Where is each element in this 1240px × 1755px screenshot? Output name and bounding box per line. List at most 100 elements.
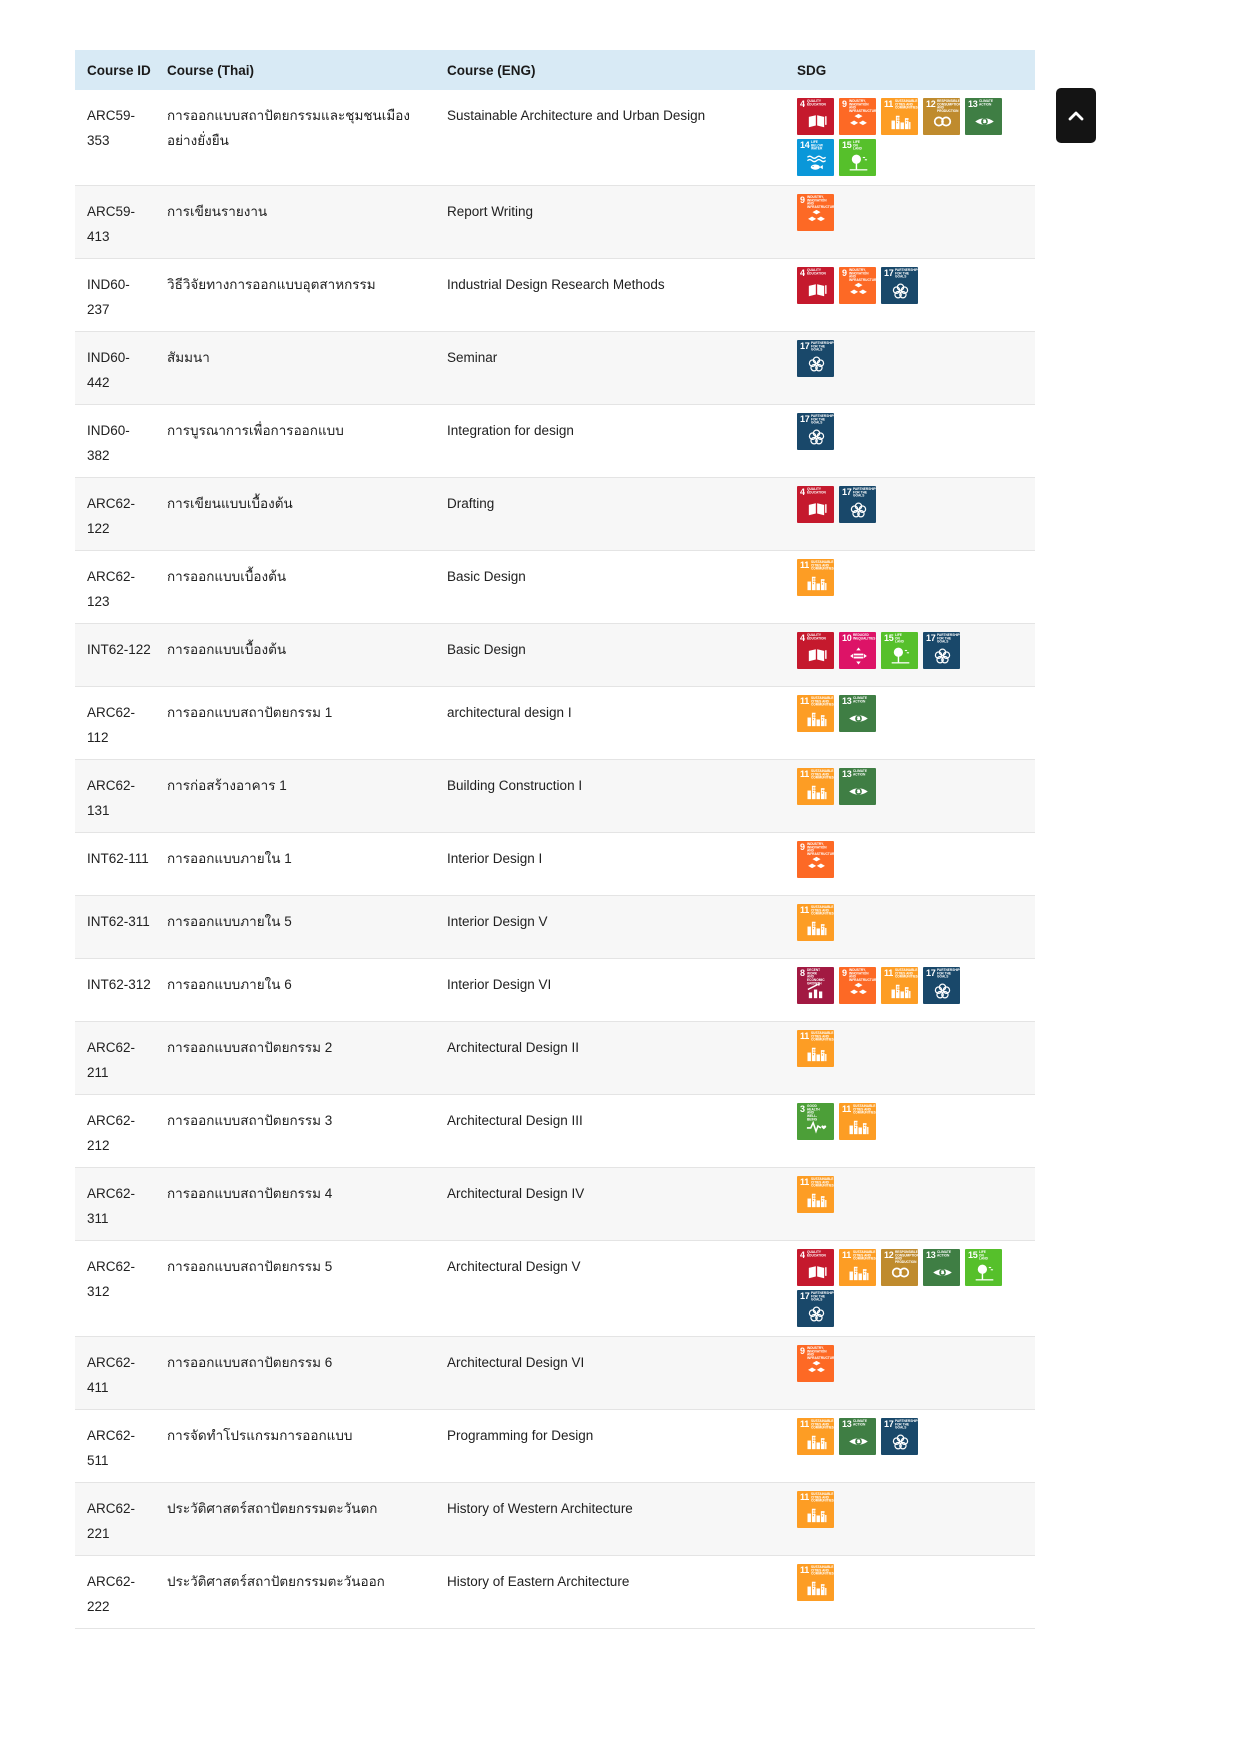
sdg-badge-header: 12 RESPONSIBLE CONSUMPTION AND PRODUCTION <box>926 100 960 114</box>
course-eng-cell: Report Writing <box>447 204 534 219</box>
course-id-cell: ARC62-131 <box>87 778 136 818</box>
sdg-11-badge: 11 SUSTAINABLE CITIES AND COMMUNITIES <box>839 1103 876 1140</box>
sdg-4-badge: 4 QUALITY EDUCATION <box>797 1249 834 1286</box>
sdg-number: 12 <box>884 1250 894 1260</box>
sdg-title: LIFE ON LAND <box>979 1250 989 1261</box>
sdg-badge-header: 9 INDUSTRY, INNOVATION AND INFRASTRUCTURE <box>800 843 834 857</box>
sdg-title: QUALITY EDUCATION <box>806 99 826 107</box>
table-row: ARC62-411 การออกแบบสถาปัตยกรรม 6 Architect… <box>75 1337 1035 1410</box>
open-book-icon <box>808 1266 827 1279</box>
table-row: IND60-442 สัมมนา Seminar 17 PARTNERSHIPS FOR… <box>75 332 1035 405</box>
sdg-badge-header: 11 SUSTAINABLE CITIES AND COMMUNITIES <box>800 770 834 780</box>
sdg-number: 4 <box>800 1250 805 1260</box>
course-thai-cell: ประวัติศาสตร์สถาปัตยกรรมตะวันออก <box>167 1574 385 1589</box>
sdg-11-badge: 11 SUSTAINABLE CITIES AND COMMUNITIES <box>797 1418 834 1455</box>
sdg-badge-header: 13 CLIMATE ACTION <box>842 770 874 779</box>
table-row: ARC62-211 การออกแบบสถาปัตยกรรม 2 Architect… <box>75 1022 1035 1095</box>
sdg-number: 11 <box>842 1250 851 1260</box>
sdg-title: GOOD HEALTH AND WELL-BEING <box>806 1104 820 1122</box>
city-buildings-icon <box>806 1047 826 1062</box>
sdg-13-badge: 13 CLIMATE ACTION <box>839 1418 876 1455</box>
sdg-badge-header: 9 INDUSTRY, INNOVATION AND INFRASTRUCTURE <box>800 196 834 210</box>
course-thai-cell: การเขียนแบบเบื้องต้น <box>167 496 293 511</box>
course-thai-cell: การออกแบบสถาปัตยกรรม 4 <box>167 1186 333 1201</box>
course-id-cell: IND60-237 <box>87 277 130 317</box>
sdg-title: RESPONSIBLE CONSUMPTION AND PRODUCTION <box>895 1250 918 1265</box>
infinity-icon <box>891 1267 909 1278</box>
interlocking-rings-icon <box>808 429 824 445</box>
course-id-cell: ARC62-511 <box>87 1428 136 1468</box>
sdg-badge-header: 3 GOOD HEALTH AND WELL-BEING <box>800 1105 832 1122</box>
sdg-title: CLIMATE ACTION <box>853 1419 868 1427</box>
city-buildings-icon <box>848 1120 868 1135</box>
sdg-11-badge: 11 SUSTAINABLE CITIES AND COMMUNITIES <box>881 967 918 1004</box>
table-row: ARC62-221 ประวัติศาสตร์สถาปัตยกรรมตะวันตก… <box>75 1483 1035 1556</box>
sdg-number: 15 <box>842 140 852 150</box>
sdg-title: SUSTAINABLE CITIES AND COMMUNITIES <box>810 560 834 571</box>
table-row: INT62-312 การออกแบบภายใน 6 Interior Design… <box>75 959 1035 1022</box>
city-buildings-icon <box>806 712 826 727</box>
cubes-icon <box>807 1360 825 1373</box>
course-id-cell: ARC62-212 <box>87 1113 136 1153</box>
sdg-11-badge: 11 SUSTAINABLE CITIES AND COMMUNITIES <box>881 98 918 135</box>
sdg-badge-header: 11 SUSTAINABLE CITIES AND COMMUNITIES <box>800 1419 834 1430</box>
sdg-number: 9 <box>842 968 847 978</box>
course-eng-cell: Architectural Design IV <box>447 1186 585 1201</box>
course-id-cell: ARC62-211 <box>87 1040 136 1080</box>
course-thai-cell: การออกแบบสถาปัตยกรรม 6 <box>167 1355 333 1370</box>
course-eng-cell: architectural design I <box>447 705 572 720</box>
sdg-13-badge: 13 CLIMATE ACTION <box>923 1249 960 1286</box>
course-eng-cell: Drafting <box>447 496 495 511</box>
sdg-badge-header: 11 SUSTAINABLE CITIES AND COMMUNITIES <box>800 1565 834 1576</box>
sdg-cell: 17 PARTNERSHIPS FOR THE GOALS <box>797 413 1035 468</box>
sdg-15-badge: 15 LIFE ON LAND <box>965 1249 1002 1286</box>
table-header: Course ID Course (Thai) Course (ENG) SDG <box>75 50 1035 90</box>
sdg-title: QUALITY EDUCATION <box>806 487 826 495</box>
sdg-cell: 11 SUSTAINABLE CITIES AND COMMUNITIES <box>797 1030 1035 1085</box>
sdg-badge-header: 4 QUALITY EDUCATION <box>800 634 832 643</box>
scroll-to-top-button[interactable] <box>1056 88 1096 143</box>
sdg-number: 9 <box>800 1346 805 1356</box>
interlocking-rings-icon <box>892 1434 908 1450</box>
sdg-11-badge: 11 SUSTAINABLE CITIES AND COMMUNITIES <box>797 1564 834 1601</box>
sdg-badge-header: 17 PARTNERSHIPS FOR THE GOALS <box>884 268 918 279</box>
sdg-12-badge: 12 RESPONSIBLE CONSUMPTION AND PRODUCTION <box>881 1249 918 1286</box>
course-eng-cell: Interior Design V <box>447 914 548 929</box>
sdg-title: CLIMATE ACTION <box>853 696 868 704</box>
sdg-number: 17 <box>926 968 936 978</box>
sdg-13-badge: 13 CLIMATE ACTION <box>839 768 876 805</box>
column-header-course-id: Course ID <box>87 62 151 78</box>
sdg-17-badge: 17 PARTNERSHIPS FOR THE GOALS <box>923 632 960 669</box>
open-book-icon <box>808 503 827 516</box>
sdg-badge-header: 11 SUSTAINABLE CITIES AND COMMUNITIES <box>884 100 918 110</box>
sdg-number: 11 <box>800 1419 809 1429</box>
sdg-title: SUSTAINABLE CITIES AND COMMUNITIES <box>810 1177 834 1188</box>
sdg-cell: 11 SUSTAINABLE CITIES AND COMMUNITIES <box>797 559 1035 614</box>
sdg-17-badge: 17 PARTNERSHIPS FOR THE GOALS <box>797 1290 834 1327</box>
sdg-cell: 11 SUSTAINABLE CITIES AND COMMUNITIES 13 CL… <box>797 1418 1035 1473</box>
sdg-badge-header: 15 LIFE ON LAND <box>884 634 916 644</box>
course-eng-cell: Architectural Design V <box>447 1259 581 1274</box>
sdg-number: 14 <box>800 140 810 150</box>
sdg-title: PARTNERSHIPS FOR THE GOALS <box>811 341 834 352</box>
sdg-title: PARTNERSHIPS FOR THE GOALS <box>895 268 918 279</box>
sdg-number: 4 <box>800 99 805 109</box>
course-eng-cell: Seminar <box>447 350 498 365</box>
sdg-title: CLIMATE ACTION <box>979 99 994 107</box>
eye-globe-icon <box>848 1438 868 1445</box>
cubes-icon <box>807 209 825 222</box>
course-thai-cell: การออกแบบสถาปัตยกรรมและชุมชนเมืองอย่างยั… <box>167 108 410 148</box>
sdg-badge-header: 15 LIFE ON LAND <box>968 1250 1000 1261</box>
sdg-number: 17 <box>884 1419 894 1429</box>
sdg-cell: 4 QUALITY EDUCATION 11 SUSTAINABLE CITIES A… <box>797 1249 1035 1327</box>
sdg-4-badge: 4 QUALITY EDUCATION <box>797 267 834 304</box>
sdg-11-badge: 11 SUSTAINABLE CITIES AND COMMUNITIES <box>797 904 834 941</box>
sdg-11-badge: 11 SUSTAINABLE CITIES AND COMMUNITIES <box>797 1491 834 1528</box>
sdg-badge-header: 11 SUSTAINABLE CITIES AND COMMUNITIES <box>800 906 834 916</box>
sdg-number: 11 <box>800 1565 809 1575</box>
sdg-badge-header: 9 INDUSTRY, INNOVATION AND INFRASTRUCTURE <box>842 968 876 983</box>
sdg-number: 17 <box>800 341 810 351</box>
sdg-badge-header: 11 SUSTAINABLE CITIES AND COMMUNITIES <box>884 969 918 979</box>
sdg-11-badge: 11 SUSTAINABLE CITIES AND COMMUNITIES <box>797 1030 834 1067</box>
column-header-course-thai: Course (Thai) <box>167 62 255 78</box>
